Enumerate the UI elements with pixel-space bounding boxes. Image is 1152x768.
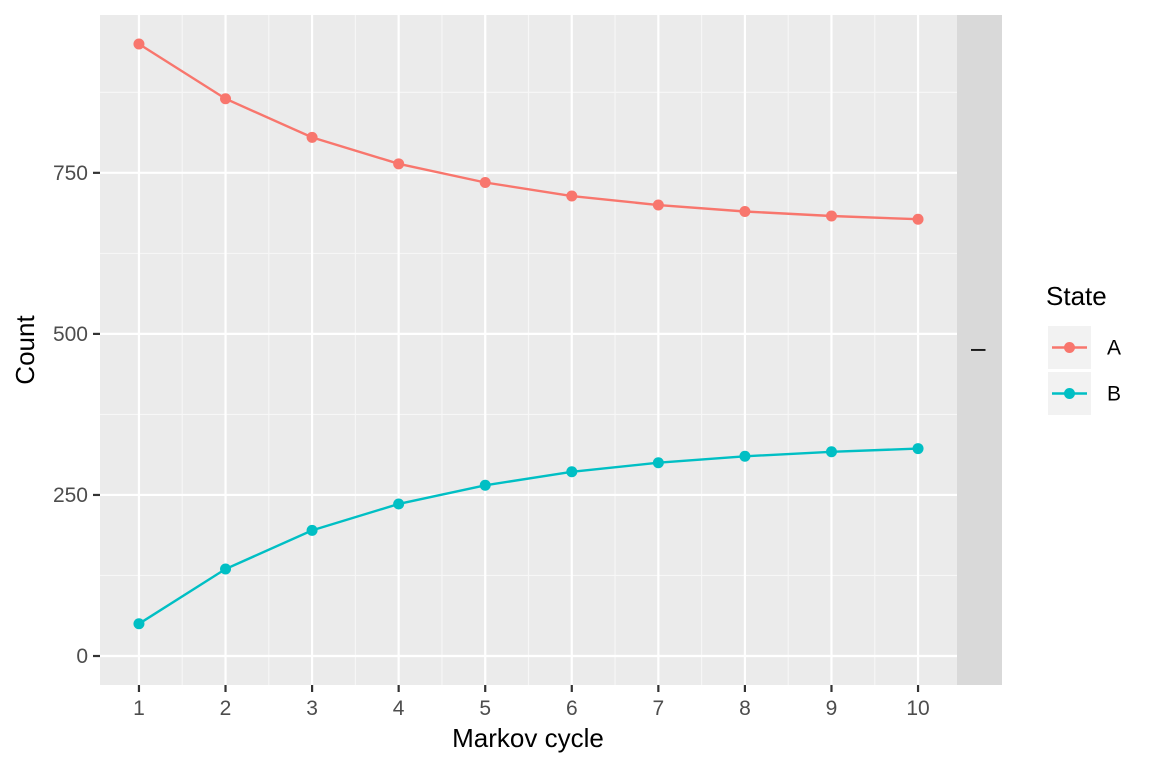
series-layer [133,38,924,630]
x-tick-label: 9 [826,697,838,720]
data-point-b [393,498,405,510]
data-point-b [566,466,578,478]
legend-key-point-b [1064,388,1075,399]
legend-title: State [1046,281,1107,311]
facet-strip-label: I [968,347,991,353]
data-point-a [306,131,318,143]
y-tick-label: 750 [53,162,88,185]
data-point-b [825,446,837,458]
series-line-a [138,42,919,221]
data-point-b [912,443,924,455]
y-tick-label: 0 [76,645,88,668]
x-tick-label: 8 [739,697,751,720]
x-tick-label: 6 [566,697,578,720]
data-point-b [652,457,664,469]
x-tick-label: 2 [220,697,232,720]
data-point-b [739,450,751,462]
data-point-a [133,38,145,50]
y-tick-label: 500 [53,323,88,346]
data-point-a [825,210,837,222]
data-point-a [739,205,751,217]
x-tick-label: 4 [393,697,405,720]
data-point-b [220,563,232,575]
data-point-b [479,479,491,491]
data-point-a [393,158,405,170]
x-tick-label: 5 [479,697,491,720]
x-tick-label: 1 [133,697,145,720]
x-tick-label: 3 [306,697,318,720]
legend: State AB [1046,281,1121,415]
data-point-a [220,93,232,105]
data-point-b [133,618,145,630]
axis-ticks [93,171,920,692]
data-point-a [652,199,664,211]
legend-label-b: B [1107,383,1121,406]
x-tick-label: 10 [906,697,929,720]
x-axis-title: Markov cycle [452,723,604,753]
legend-key-point-a [1064,342,1075,353]
x-tick-label: 7 [653,697,665,720]
grid-minor [100,15,957,685]
data-point-a [566,190,578,202]
legend-label-a: A [1107,337,1121,360]
axis-tick-labels: 0 250 500 750 1 2 3 4 5 6 7 8 9 10 [53,162,930,720]
data-point-b [306,524,318,536]
y-axis-title: Count [10,315,40,385]
y-tick-label: 250 [53,484,88,507]
series-line-b [138,447,919,625]
data-point-a [912,213,924,225]
facet-strip [957,15,1002,685]
data-point-a [479,177,491,188]
